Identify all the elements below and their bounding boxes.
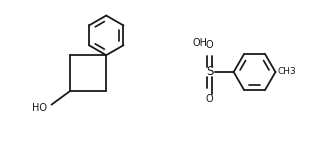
Text: CH3: CH3 bbox=[277, 67, 296, 77]
Text: S: S bbox=[206, 65, 213, 79]
Text: OH: OH bbox=[192, 38, 207, 48]
Text: HO: HO bbox=[33, 103, 48, 113]
Text: O: O bbox=[206, 94, 213, 104]
Text: O: O bbox=[206, 40, 213, 50]
